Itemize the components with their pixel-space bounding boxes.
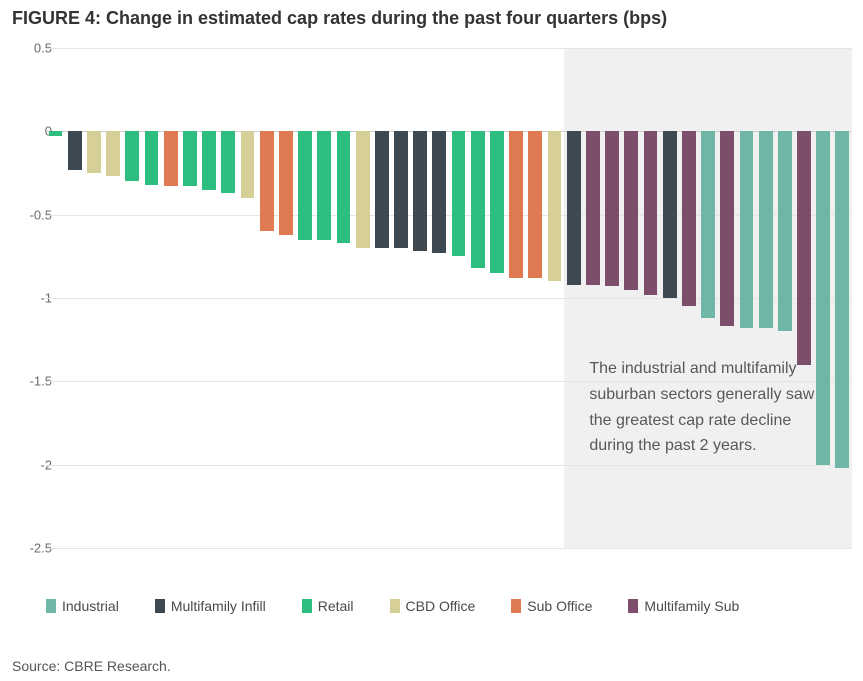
bar bbox=[490, 131, 504, 273]
legend: Industrial Multifamily Infill Retail CBD Of… bbox=[46, 598, 852, 614]
gridline bbox=[46, 465, 852, 466]
gridline bbox=[46, 548, 852, 549]
bar bbox=[164, 131, 178, 186]
bar bbox=[337, 131, 351, 243]
bar bbox=[586, 131, 600, 284]
legend-swatch bbox=[511, 599, 521, 613]
legend-swatch bbox=[390, 599, 400, 613]
legend-swatch bbox=[155, 599, 165, 613]
bar bbox=[720, 131, 734, 326]
bar bbox=[87, 131, 101, 173]
bar bbox=[548, 131, 562, 281]
bar bbox=[356, 131, 370, 248]
bar bbox=[183, 131, 197, 186]
bar bbox=[49, 131, 63, 136]
legend-item: Sub Office bbox=[511, 598, 592, 614]
legend-swatch bbox=[302, 599, 312, 613]
bar bbox=[471, 131, 485, 268]
bar bbox=[740, 131, 754, 328]
legend-label: Multifamily Sub bbox=[644, 598, 739, 614]
bar bbox=[298, 131, 312, 239]
bar bbox=[68, 131, 82, 169]
bar bbox=[413, 131, 427, 251]
gridline bbox=[46, 48, 852, 49]
bar bbox=[221, 131, 235, 193]
bar bbox=[509, 131, 523, 278]
legend-label: CBD Office bbox=[406, 598, 476, 614]
chart-title: FIGURE 4: Change in estimated cap rates … bbox=[0, 0, 863, 29]
bar bbox=[605, 131, 619, 286]
legend-item: Multifamily Infill bbox=[155, 598, 266, 614]
bar bbox=[759, 131, 773, 328]
legend-item: Industrial bbox=[46, 598, 119, 614]
bar bbox=[778, 131, 792, 331]
chart-annotation: The industrial and multifamily suburban … bbox=[589, 356, 819, 458]
bar bbox=[145, 131, 159, 184]
bar bbox=[528, 131, 542, 278]
legend-swatch bbox=[46, 599, 56, 613]
legend-label: Industrial bbox=[62, 598, 119, 614]
bar bbox=[567, 131, 581, 284]
bar bbox=[317, 131, 331, 239]
bar bbox=[663, 131, 677, 298]
bar bbox=[432, 131, 446, 253]
bar bbox=[701, 131, 715, 318]
legend-item: CBD Office bbox=[390, 598, 476, 614]
bar bbox=[279, 131, 293, 234]
bar bbox=[797, 131, 811, 364]
legend-item: Retail bbox=[302, 598, 354, 614]
chart-container: 0.50-0.5-1-1.5-2-2.5 The industrial and … bbox=[12, 40, 852, 580]
bar bbox=[835, 131, 849, 468]
plot-area: The industrial and multifamily suburban … bbox=[46, 48, 852, 548]
bar bbox=[260, 131, 274, 231]
bar bbox=[202, 131, 216, 189]
bar bbox=[125, 131, 139, 181]
source-text: Source: CBRE Research. bbox=[12, 658, 171, 674]
legend-label: Retail bbox=[318, 598, 354, 614]
bar bbox=[452, 131, 466, 256]
bar bbox=[106, 131, 120, 176]
legend-label: Sub Office bbox=[527, 598, 592, 614]
bar bbox=[682, 131, 696, 306]
legend-label: Multifamily Infill bbox=[171, 598, 266, 614]
bar bbox=[644, 131, 658, 294]
legend-swatch bbox=[628, 599, 638, 613]
legend-item: Multifamily Sub bbox=[628, 598, 739, 614]
bar bbox=[241, 131, 255, 198]
bar bbox=[624, 131, 638, 289]
bar bbox=[375, 131, 389, 248]
bar bbox=[394, 131, 408, 248]
